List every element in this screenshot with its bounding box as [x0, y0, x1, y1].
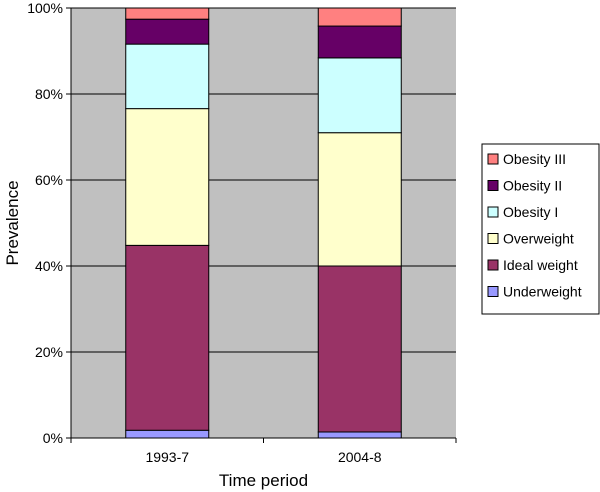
bar-segment [317, 7, 402, 27]
legend-swatch [487, 153, 499, 165]
bar-segment [125, 43, 210, 110]
y-tick-label: 0% [43, 430, 63, 446]
bar-segment [317, 25, 402, 59]
bar-segment [317, 265, 402, 433]
bar-segment [317, 132, 402, 267]
bar-segment [125, 244, 210, 431]
bar-segment [125, 429, 210, 439]
x-axis-title: Time period [219, 471, 308, 490]
legend-swatch [487, 180, 499, 191]
bar-segment [125, 7, 210, 20]
bar-segment [317, 57, 402, 134]
legend-label: Obesity II [503, 178, 562, 194]
x-tick-label: 1993-7 [145, 449, 189, 465]
y-tick-label: 100% [27, 0, 63, 16]
legend-swatch [487, 286, 499, 297]
legend-label: Ideal weight [503, 257, 578, 273]
bar-segment [317, 431, 402, 439]
bar-segment [125, 18, 210, 45]
legend-swatch [487, 233, 499, 244]
y-tick-label: 20% [35, 344, 63, 360]
bar-segment [125, 108, 210, 246]
legend-label: Underweight [503, 284, 582, 300]
bars [125, 7, 402, 439]
y-tick-label: 40% [35, 258, 63, 274]
y-tick-label: 60% [35, 172, 63, 188]
x-tick-label: 2004-8 [338, 449, 382, 465]
y-tick-label: 80% [35, 86, 63, 102]
axes: 0% 20% 40% 60% 80% 100% 1993-7 2004-8 [27, 0, 457, 465]
legend-swatch [487, 259, 499, 271]
legend-label: Obesity I [503, 204, 558, 220]
y-axis-title: Prevalence [3, 180, 22, 265]
legend-swatch [487, 206, 499, 218]
legend-box [481, 143, 600, 315]
legend-label: Overweight [503, 231, 574, 247]
legend-label: Obesity III [503, 151, 566, 167]
legend: Obesity III Obesity II Obesity I Overweight… [481, 143, 600, 315]
